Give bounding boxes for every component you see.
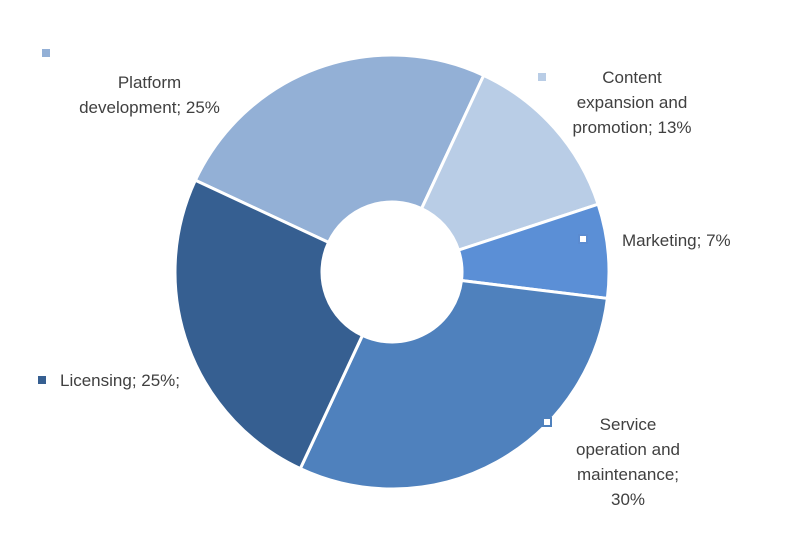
label-line: maintenance; xyxy=(576,465,680,484)
label-licensing: Licensing; 25%; xyxy=(60,368,240,393)
donut-slice-service-operation-and-maintenance xyxy=(298,278,610,491)
label-line: expansion and xyxy=(576,93,688,112)
legend-marker-platform xyxy=(42,49,50,57)
label-line: development; 25% xyxy=(79,98,220,117)
label-line: Platform xyxy=(117,73,182,92)
donut-slice-licensing xyxy=(173,178,365,471)
label-line: Content xyxy=(602,68,662,87)
label-line: Marketing; 7% xyxy=(622,231,731,250)
legend-marker-marketing xyxy=(578,234,588,244)
label-line: promotion; 13% xyxy=(572,118,692,137)
label-service-operation: Service operation and maintenance; 30% xyxy=(553,412,703,512)
donut-slice-content-expansion-and-promotion xyxy=(419,73,601,253)
legend-marker-licensing xyxy=(38,376,46,384)
label-line: 30% xyxy=(610,490,646,509)
label-platform-development: Platform development; 25% xyxy=(62,70,237,120)
legend-marker-content xyxy=(538,73,546,81)
donut-slice-platform-development xyxy=(193,53,486,245)
legend-marker-service xyxy=(542,417,552,427)
label-line: Service xyxy=(599,415,657,434)
label-marketing: Marketing; 7% xyxy=(622,228,772,253)
label-line: operation and xyxy=(576,440,680,459)
label-content-expansion: Content expansion and promotion; 13% xyxy=(552,65,712,140)
label-line: Licensing; 25%; xyxy=(60,371,181,390)
